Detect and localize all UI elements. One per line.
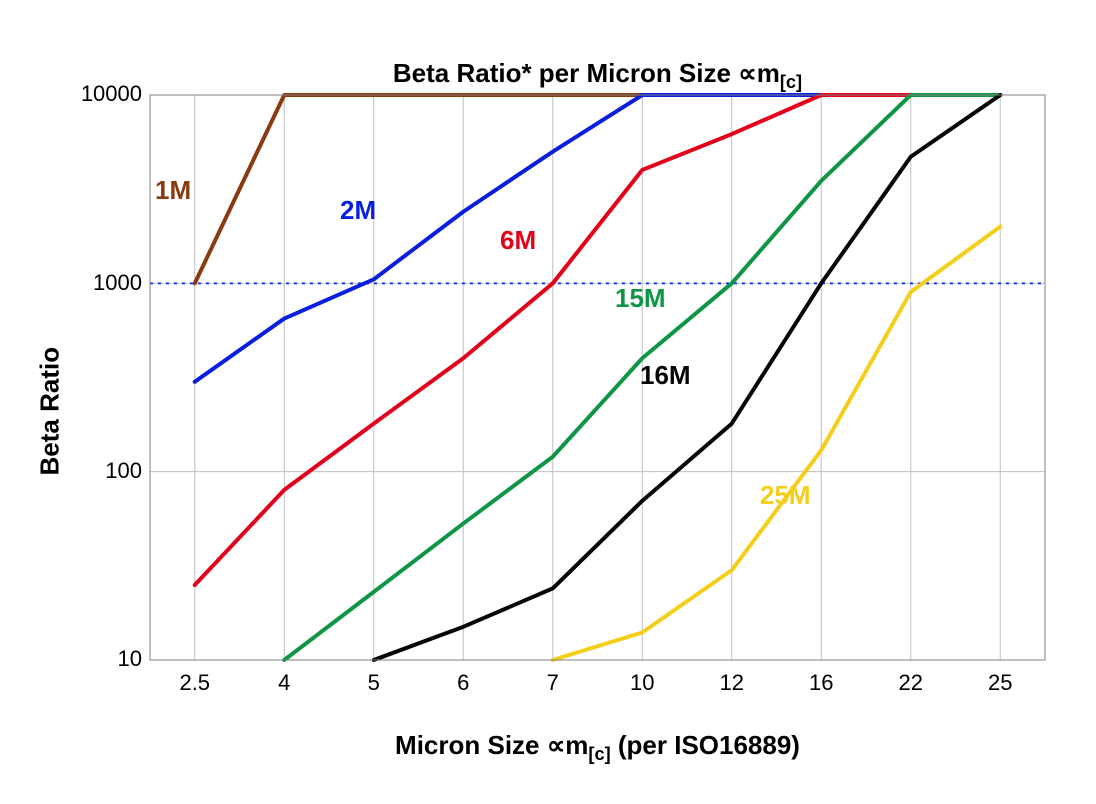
y-tick-label-text: 1000	[93, 270, 142, 295]
x-tick-label: 16	[791, 670, 851, 696]
y-axis-label: Beta Ratio	[35, 276, 66, 476]
series-label: 6M	[500, 225, 536, 256]
series-label-text: 25M	[760, 480, 811, 510]
x-tick-label-text: 6	[457, 670, 469, 695]
x-tick-label-text: 25	[988, 670, 1012, 695]
chart-container: Beta Ratio* per Micron Size ∝m[c] Micron…	[0, 0, 1096, 804]
series-label-text: 2M	[340, 195, 376, 225]
x-tick-label-text: 4	[278, 670, 290, 695]
series-label: 25M	[760, 480, 811, 511]
x-tick-label-text: 16	[809, 670, 833, 695]
chart-title: Beta Ratio* per Micron Size ∝m[c]	[150, 58, 1045, 93]
x-tick-label: 2.5	[165, 670, 225, 696]
x-tick-label-text: 10	[630, 670, 654, 695]
x-tick-label: 10	[612, 670, 672, 696]
series-label: 1M	[155, 175, 191, 206]
series-label: 16M	[640, 360, 691, 391]
y-tick-label-text: 10000	[81, 81, 142, 106]
x-axis-label: Micron Size ∝m[c] (per ISO16889)	[150, 730, 1045, 765]
series-label-text: 16M	[640, 360, 691, 390]
y-tick-label: 10	[118, 646, 142, 672]
y-tick-label-text: 100	[105, 458, 142, 483]
x-tick-label-text: 5	[368, 670, 380, 695]
y-tick-label: 10000	[81, 81, 142, 107]
series-label: 2M	[340, 195, 376, 226]
x-tick-label-text: 2.5	[179, 670, 210, 695]
x-tick-label: 5	[344, 670, 404, 696]
x-tick-label-text: 7	[547, 670, 559, 695]
series-label-text: 1M	[155, 175, 191, 205]
y-axis-label-text: Beta Ratio	[35, 347, 65, 476]
y-tick-label-text: 10	[118, 646, 142, 671]
x-tick-label: 4	[254, 670, 314, 696]
x-tick-label: 6	[433, 670, 493, 696]
x-axis-label-text: Micron Size ∝m[c] (per ISO16889)	[395, 730, 800, 760]
x-tick-label: 12	[702, 670, 762, 696]
chart-title-text: Beta Ratio* per Micron Size ∝m[c]	[393, 58, 802, 88]
series-label-text: 6M	[500, 225, 536, 255]
x-tick-label-text: 22	[899, 670, 923, 695]
series-label-text: 15M	[615, 283, 666, 313]
y-tick-label: 100	[105, 458, 142, 484]
series-label: 15M	[615, 283, 666, 314]
x-tick-label: 22	[881, 670, 941, 696]
y-tick-label: 1000	[93, 270, 142, 296]
x-tick-label: 7	[523, 670, 583, 696]
x-tick-label: 25	[970, 670, 1030, 696]
x-tick-label-text: 12	[720, 670, 744, 695]
